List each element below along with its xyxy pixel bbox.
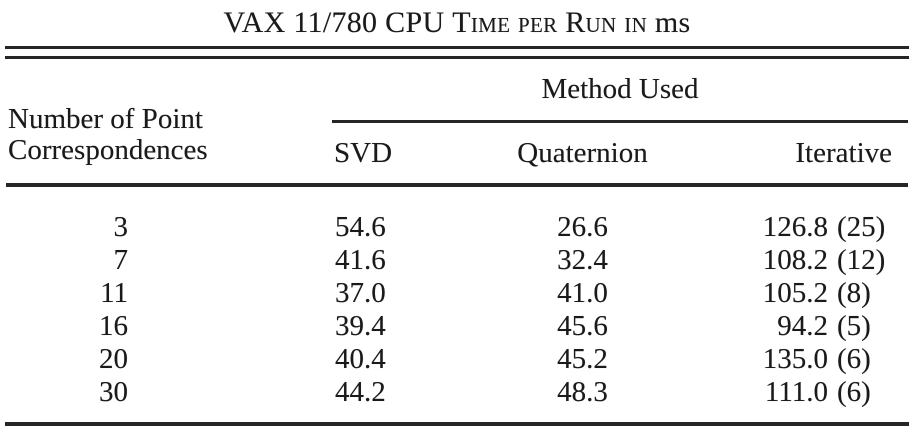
cell-quaternion-time: 48.3 bbox=[557, 376, 608, 408]
table-row: 11 37.0 41.0 105.2 (8) bbox=[6, 277, 908, 310]
cell-correspondences: 16 bbox=[6, 310, 332, 343]
cell-correspondences: 11 bbox=[6, 277, 332, 310]
title-unit: ms bbox=[647, 6, 691, 39]
cell-svd-time: 54.6 bbox=[335, 211, 386, 243]
title-smallcaps: Time per Run in bbox=[452, 6, 648, 39]
col-header-line1: Number of Point bbox=[8, 103, 203, 135]
value-iteration-count: (25) bbox=[837, 211, 886, 243]
col-header-line2: Correspondences bbox=[8, 134, 208, 166]
cell-iterative-time: 94.2 (5) bbox=[700, 310, 908, 343]
value-iterative-time: 105.2 bbox=[762, 277, 828, 309]
cell-iterative-time: 105.2 (8) bbox=[700, 277, 908, 310]
cell-quaternion-time: 45.2 bbox=[557, 343, 608, 375]
header-row-methods: SVD Quaternion Iterative bbox=[6, 121, 908, 187]
col-header-svd: SVD bbox=[332, 121, 465, 187]
cell-svd-time: 44.2 bbox=[335, 376, 386, 408]
cell-correspondences: 7 bbox=[6, 244, 332, 277]
cell-quaternion-time: 41.0 bbox=[557, 277, 608, 309]
value-correspondences: 16 bbox=[99, 310, 128, 342]
col-header-point-correspondences: Number of Point Correspondences bbox=[6, 59, 332, 187]
bottom-rule bbox=[5, 422, 909, 426]
table-row: 20 40.4 45.2 135.0 (6) bbox=[6, 343, 908, 376]
cell-correspondences: 3 bbox=[6, 185, 332, 244]
cell-quaternion-time: 32.4 bbox=[557, 244, 608, 276]
table-header: Number of Point Correspondences Method Us… bbox=[6, 59, 908, 187]
cell-iterative-time: 126.8 (25) bbox=[700, 185, 908, 244]
table-row: 16 39.4 45.6 94.2 (5) bbox=[6, 310, 908, 343]
value-iteration-count: (6) bbox=[837, 376, 871, 408]
top-double-rule bbox=[5, 46, 909, 59]
cell-correspondences: 20 bbox=[6, 343, 332, 376]
cell-quaternion-time: 45.6 bbox=[557, 310, 608, 342]
col-header-iterative: Iterative bbox=[700, 121, 908, 187]
cell-correspondences: 30 bbox=[6, 376, 332, 409]
cell-iterative-time: 135.0 (6) bbox=[700, 343, 908, 376]
value-correspondences: 11 bbox=[100, 277, 128, 309]
cell-svd-time: 37.0 bbox=[335, 277, 386, 309]
value-iteration-count: (5) bbox=[837, 310, 871, 342]
cpu-time-table: Number of Point Correspondences Method Us… bbox=[6, 59, 908, 409]
value-correspondences: 20 bbox=[99, 343, 128, 375]
title-prefix: VAX 11/780 CPU bbox=[223, 6, 453, 39]
cell-svd-time: 40.4 bbox=[335, 343, 386, 375]
cell-svd-time: 41.6 bbox=[335, 244, 386, 276]
table-row: 7 41.6 32.4 108.2 (12) bbox=[6, 244, 908, 277]
value-iterative-time: 94.2 bbox=[777, 310, 828, 342]
col-group-header-method-used: Method Used bbox=[332, 59, 908, 123]
table-row: 30 44.2 48.3 111.0 (6) bbox=[6, 376, 908, 409]
table-title: VAX 11/780 CPU Time per Run in ms bbox=[0, 0, 914, 40]
value-iterative-time: 126.8 bbox=[762, 211, 828, 243]
cell-iterative-time: 108.2 (12) bbox=[700, 244, 908, 277]
value-iterative-time: 135.0 bbox=[762, 343, 828, 375]
value-iteration-count: (6) bbox=[837, 343, 871, 375]
value-correspondences: 7 bbox=[113, 244, 129, 276]
value-correspondences: 3 bbox=[113, 211, 129, 243]
value-correspondences: 30 bbox=[99, 376, 128, 408]
value-iteration-count: (12) bbox=[837, 244, 886, 276]
table-row: 3 54.6 26.6 126.8 (25) bbox=[6, 185, 908, 244]
cell-svd-time: 39.4 bbox=[335, 310, 386, 342]
value-iteration-count: (8) bbox=[837, 277, 871, 309]
cell-iterative-time: 111.0 (6) bbox=[700, 376, 908, 409]
value-iterative-time: 108.2 bbox=[762, 244, 828, 276]
value-iterative-time: 111.0 bbox=[764, 376, 828, 408]
cell-quaternion-time: 26.6 bbox=[557, 211, 608, 243]
col-header-quaternion: Quaternion bbox=[465, 121, 700, 187]
header-row-spanner: Number of Point Correspondences Method Us… bbox=[6, 59, 908, 187]
table-body: 3 54.6 26.6 126.8 (25) 7 41.6 32.4 108.2 (… bbox=[6, 185, 908, 409]
